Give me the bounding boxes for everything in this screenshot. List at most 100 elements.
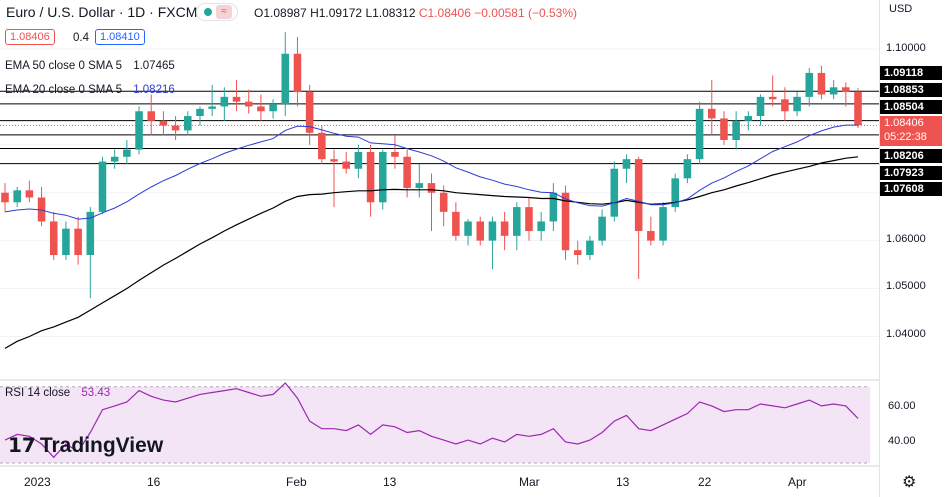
candle-down xyxy=(74,228,82,255)
time-tick: 13 xyxy=(616,475,630,489)
candle-down xyxy=(561,192,570,251)
candle-up xyxy=(513,207,521,236)
candle-down xyxy=(147,111,156,121)
level-label: 1.08206 xyxy=(880,149,942,163)
time-tick: Apr xyxy=(788,475,807,489)
candle-up xyxy=(586,240,594,255)
candle-down xyxy=(318,132,326,160)
last-price-label: 1.08406 05:22:38 xyxy=(880,116,942,146)
candle-up xyxy=(732,120,740,140)
candle-up xyxy=(549,192,558,222)
price-tick: 1.04000 xyxy=(886,328,926,340)
candle-down xyxy=(25,190,34,198)
level-label: 1.07608 xyxy=(880,182,942,196)
candle-down xyxy=(781,99,789,112)
candle-up xyxy=(220,96,229,107)
last-price-value: 1.08406 xyxy=(884,117,924,129)
candle-down xyxy=(244,101,253,107)
candle-down xyxy=(427,183,436,193)
rsi-label: RSI 14 close xyxy=(5,387,71,399)
candle-up xyxy=(269,104,277,112)
candle-up xyxy=(744,116,753,121)
tradingview-logo-text: TradingView xyxy=(39,434,164,457)
candle-up xyxy=(110,156,119,162)
level-label: 1.08504 xyxy=(880,100,942,114)
candle-up xyxy=(123,149,131,157)
market-open-icon xyxy=(204,8,212,16)
candle-down xyxy=(634,159,643,232)
candle-down xyxy=(525,207,533,232)
market-status-badge[interactable]: ≈ xyxy=(196,3,238,21)
rsi-tick: 40.00 xyxy=(888,435,916,447)
candle-down xyxy=(366,151,375,203)
candle-up xyxy=(184,116,192,131)
ema20-legend[interactable]: EMA 20 close 0 SMA 5 1.08216 xyxy=(5,84,175,96)
candle-up xyxy=(135,111,143,150)
buy-button[interactable]: 1.08410 xyxy=(95,29,145,45)
candle-down xyxy=(452,211,460,236)
ema50-legend[interactable]: EMA 50 close 0 SMA 5 1.07465 xyxy=(5,60,175,72)
change-value: −0.00581 (−0.53%) xyxy=(474,6,577,20)
ema50-line xyxy=(4,156,859,349)
price-tick: 1.10000 xyxy=(886,42,926,54)
candle-up xyxy=(622,159,631,169)
ema20-label: EMA 20 close 0 SMA 5 xyxy=(5,84,122,96)
time-tick: 13 xyxy=(383,475,397,489)
candle-up xyxy=(671,178,679,208)
candles xyxy=(1,32,862,299)
rsi-line xyxy=(4,382,859,459)
candle-up xyxy=(829,87,838,95)
rsi-tick: 60.00 xyxy=(888,400,916,412)
time-tick: 22 xyxy=(698,475,712,489)
time-tick: 2023 xyxy=(24,475,51,489)
ema20-value: 1.08216 xyxy=(133,84,175,96)
candle-up xyxy=(683,159,692,179)
price-axis[interactable] xyxy=(879,0,945,497)
candle-up xyxy=(659,207,667,241)
candle-up xyxy=(793,96,801,112)
level-label: 1.07923 xyxy=(880,166,942,180)
candle-down xyxy=(232,96,241,102)
time-tick: Feb xyxy=(286,475,307,489)
time-tick: Mar xyxy=(519,475,540,489)
tradingview-logo-icon: 𝟭𝟳 xyxy=(8,435,36,457)
candle-down xyxy=(37,197,46,222)
candle-down xyxy=(854,92,862,126)
candle-down xyxy=(707,108,716,119)
candle-down xyxy=(1,192,9,203)
level-label: 1.09118 xyxy=(880,66,942,80)
tradingview-logo[interactable]: 𝟭𝟳 TradingView xyxy=(8,433,163,458)
candle-up xyxy=(756,96,765,117)
candle-down xyxy=(817,72,826,95)
bar-countdown: 05:22:38 xyxy=(884,131,927,143)
candle-up xyxy=(196,108,204,117)
candle-down xyxy=(476,221,485,241)
candle-up xyxy=(415,183,424,188)
rsi-band xyxy=(0,386,870,463)
candle-up xyxy=(86,211,95,255)
candle-down xyxy=(403,156,411,188)
grid xyxy=(0,48,879,337)
wave-icon: ≈ xyxy=(216,5,232,19)
symbol-title[interactable]: Euro / U.S. Dollar · 1D · FXCM xyxy=(6,4,198,20)
ohlc-readout: O1.08987 H1.09172 L1.08312 C1.08406 −0.0… xyxy=(254,6,577,20)
candle-down xyxy=(159,120,168,126)
candle-up xyxy=(13,190,21,203)
currency-label[interactable]: USD xyxy=(889,3,913,15)
rsi-legend[interactable]: RSI 14 close 53.43 xyxy=(5,387,110,399)
candle-down xyxy=(768,96,777,100)
candle-up xyxy=(62,228,70,255)
candle-up xyxy=(610,168,619,217)
candle-up xyxy=(464,221,472,236)
candle-up xyxy=(805,72,814,97)
candle-up xyxy=(98,161,107,212)
candle-down xyxy=(171,125,180,131)
sell-button[interactable]: 1.08406 xyxy=(5,29,55,45)
candle-up xyxy=(488,221,497,241)
rsi-value: 53.43 xyxy=(81,387,111,399)
candle-down xyxy=(439,192,448,212)
ema50-label: EMA 50 close 0 SMA 5 xyxy=(5,60,122,72)
gear-icon[interactable]: ⚙ xyxy=(902,474,917,491)
